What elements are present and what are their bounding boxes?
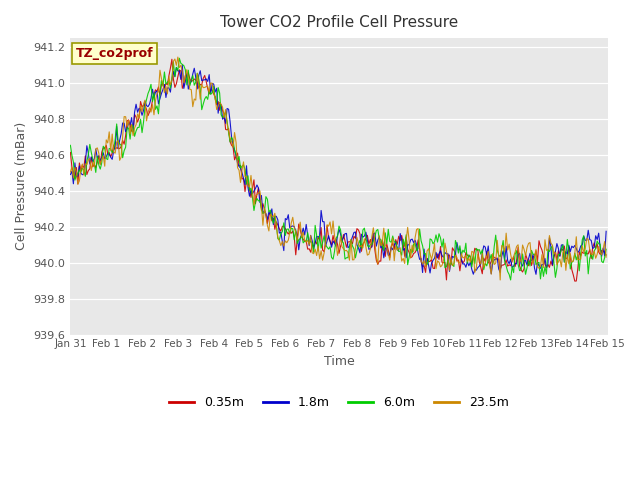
Text: TZ_co2prof: TZ_co2prof xyxy=(76,47,154,60)
Title: Tower CO2 Profile Cell Pressure: Tower CO2 Profile Cell Pressure xyxy=(220,15,458,30)
X-axis label: Time: Time xyxy=(324,355,355,368)
Legend: 0.35m, 1.8m, 6.0m, 23.5m: 0.35m, 1.8m, 6.0m, 23.5m xyxy=(164,391,514,414)
Y-axis label: Cell Pressure (mBar): Cell Pressure (mBar) xyxy=(15,122,28,251)
